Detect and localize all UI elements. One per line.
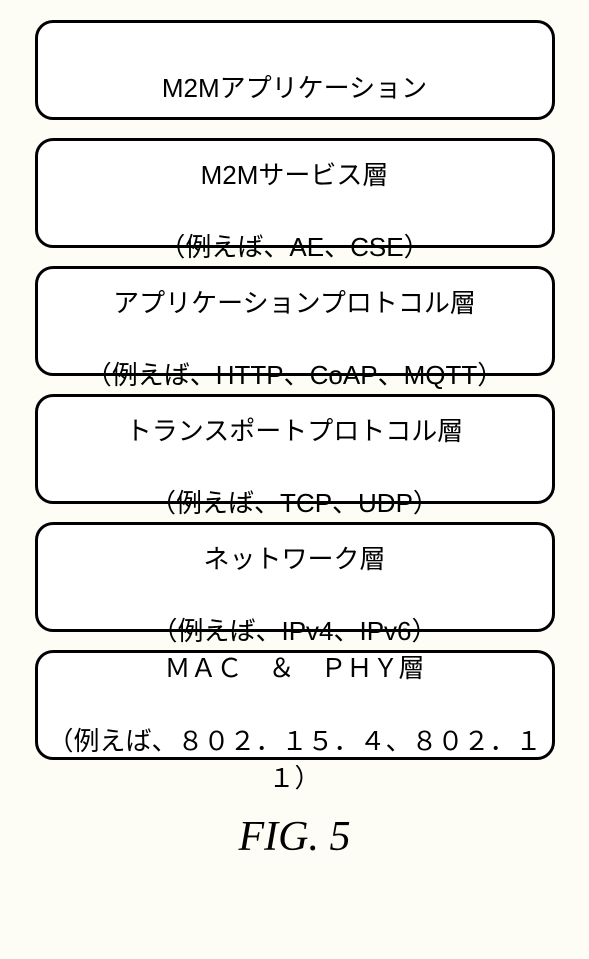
layer-m2m-application: M2Mアプリケーション [35, 20, 555, 120]
layer-line1: ＭＡＣ ＆ ＰＨＹ層 [164, 653, 424, 683]
layer-line1: ネットワーク層 [203, 544, 385, 574]
layer-text: アプリケーションプロトコル層 （例えば、HTTP、CoAP、MQTT） [86, 248, 503, 394]
layer-line1: アプリケーションプロトコル層 [113, 288, 476, 318]
layer-line1: M2Mアプリケーション [162, 73, 427, 103]
layer-stack: M2Mアプリケーション M2Mサービス層 （例えば、AE、CSE） アプリケーシ… [0, 0, 589, 861]
layer-m2m-service: M2Mサービス層 （例えば、AE、CSE） [35, 138, 555, 248]
layer-line1: M2Mサービス層 [201, 160, 389, 190]
layer-text: M2Mアプリケーション [162, 34, 427, 107]
layer-app-protocol: アプリケーションプロトコル層 （例えば、HTTP、CoAP、MQTT） [35, 266, 555, 376]
layer-text: M2Mサービス層 （例えば、AE、CSE） [159, 120, 429, 266]
layer-text: ＭＡＣ ＆ ＰＨＹ層 （例えば、８０２．１５．４、８０２．１１） [43, 614, 547, 796]
layer-mac-phy: ＭＡＣ ＆ ＰＨＹ層 （例えば、８０２．１５．４、８０２．１１） [35, 650, 555, 760]
layer-line2: （例えば、８０２．１５．４、８０２．１１） [47, 726, 541, 792]
layer-line1: トランスポートプロトコル層 [126, 416, 463, 446]
figure-label: FIG. 5 [239, 813, 351, 861]
layer-transport-protocol: トランスポートプロトコル層 （例えば、TCP、UDP） [35, 394, 555, 504]
layer-text: トランスポートプロトコル層 （例えば、TCP、UDP） [126, 376, 463, 522]
